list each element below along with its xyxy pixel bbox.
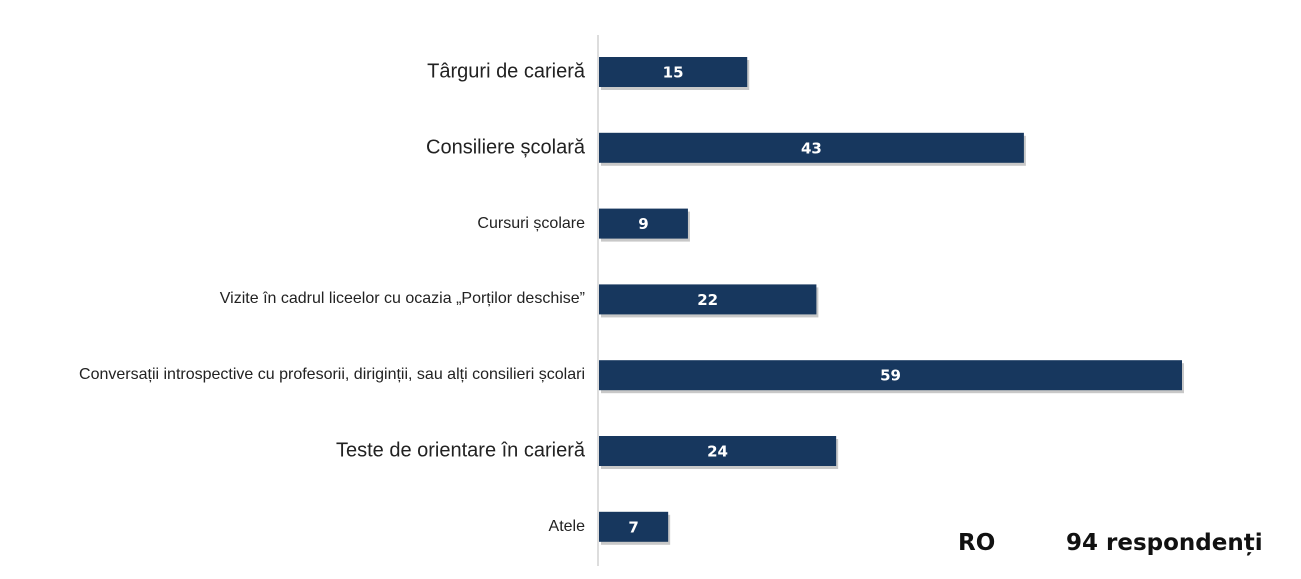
value-label: 22 — [697, 291, 718, 309]
annotation: RO — [958, 530, 996, 556]
value-label: 15 — [663, 64, 684, 82]
bar — [599, 57, 748, 87]
category-label: Târguri de carieră — [427, 60, 585, 83]
category-label: Conversații introspective cu profesorii,… — [79, 366, 585, 384]
category-label: Consiliere școlară — [426, 136, 585, 159]
value-label: 24 — [707, 443, 728, 461]
category-label: Cursuri școlare — [477, 214, 585, 232]
value-label: 59 — [880, 367, 901, 385]
annotation: 94 respondenți — [1066, 530, 1263, 556]
bar — [599, 132, 1024, 163]
bar — [599, 208, 688, 239]
category-label: Teste de orientare în carieră — [335, 439, 585, 462]
category-label: Atele — [548, 517, 585, 535]
value-label: 7 — [628, 518, 638, 536]
value-label: 43 — [801, 139, 822, 157]
category-label: Vizite în cadrul liceelor cu ocazia „Por… — [219, 290, 585, 308]
value-label: 9 — [638, 215, 648, 233]
bar — [599, 511, 669, 542]
bar — [599, 284, 817, 315]
bar — [599, 436, 837, 466]
bar — [599, 360, 1182, 391]
